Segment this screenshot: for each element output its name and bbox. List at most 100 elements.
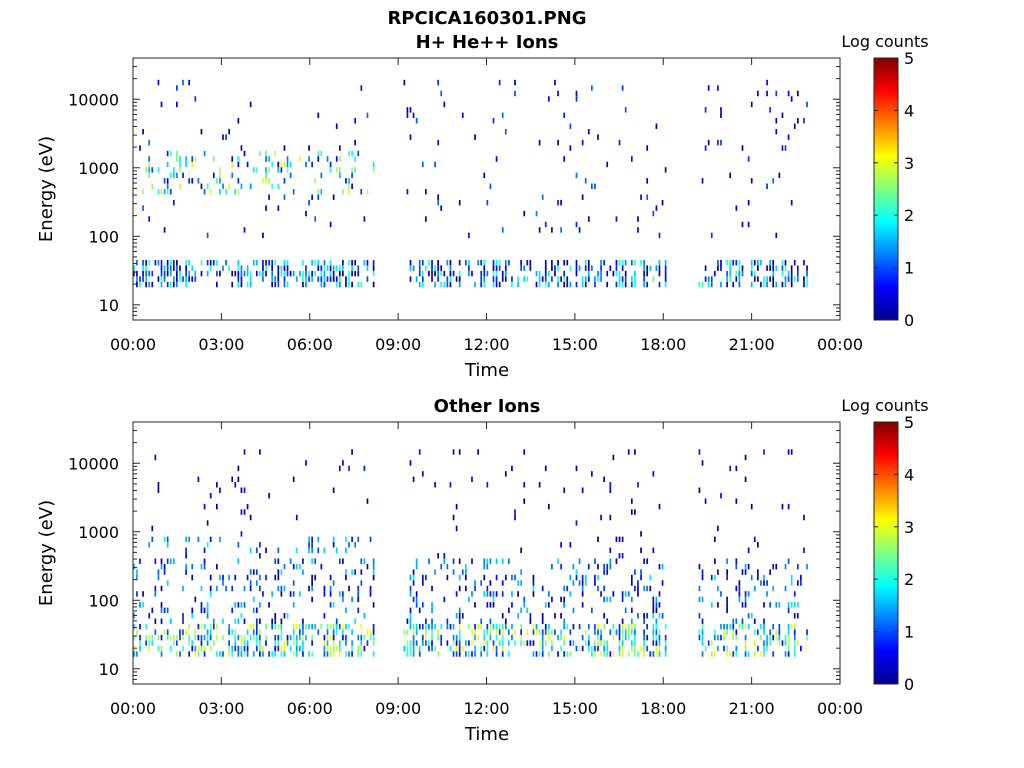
spectrogram-cell (713, 574, 716, 581)
spectrogram-cell (449, 259, 452, 266)
spectrogram-cell (255, 569, 258, 575)
spectrogram-cell (446, 276, 449, 282)
spectrogram-cell (793, 123, 796, 129)
spectrogram-cell (793, 645, 796, 652)
spectrogram-cell (584, 178, 587, 184)
spectrogram-cell (704, 107, 707, 113)
spectrogram-cell (806, 563, 808, 570)
spectrogram-cell (311, 623, 313, 630)
spectrogram-cell (406, 112, 409, 119)
spectrogram-cell (618, 281, 621, 288)
spectrogram-cell (474, 580, 476, 586)
spectrogram-cell (255, 640, 258, 646)
spectrogram-cell (541, 585, 544, 592)
spectrogram-cell (637, 585, 639, 592)
spectrogram-cell (492, 259, 495, 266)
spectrogram-cell (308, 542, 310, 548)
x-tick-labels: 00:00 03:00 06:00 09:00 12:00 15:00 18:00 21:00… (110, 58, 863, 354)
spectrogram-cell (803, 281, 805, 288)
spectrogram-cell (406, 107, 409, 113)
x-tick-label: 06:00 (287, 699, 333, 718)
spectrogram-cell (769, 259, 771, 266)
spectrogram-cell (280, 651, 283, 657)
spectrogram-cell (634, 449, 636, 455)
spectrogram-cell (139, 634, 141, 641)
spectrogram-cell (228, 645, 230, 652)
spectrogram-cell (483, 645, 486, 652)
spectrogram-cell (772, 270, 775, 277)
spectrogram-cell (311, 536, 313, 543)
spectrogram-cell (437, 79, 440, 86)
spectrogram-cell (305, 276, 307, 282)
spectrogram-cell (259, 629, 261, 635)
spectrogram-cell (630, 596, 633, 603)
spectrogram-cell (440, 623, 443, 630)
y-axis-label: Energy (eV) (36, 500, 57, 606)
spectrogram-cell (335, 156, 338, 162)
spectrogram-cell (160, 101, 163, 108)
spectrogram-cell (720, 259, 722, 266)
spectrogram-cell (790, 580, 793, 586)
spectrogram-cell (354, 270, 357, 277)
spectrogram-cell (775, 118, 778, 124)
spectrogram-cell (729, 259, 732, 266)
spectrogram-cell (259, 270, 261, 277)
spectrogram-cell (151, 536, 154, 543)
spectrogram-cell (486, 629, 489, 635)
spectrogram-cell (326, 276, 329, 282)
spectrogram-cell (606, 640, 609, 646)
spectrogram-cell (600, 265, 602, 271)
spectrogram-cell (160, 634, 163, 641)
spectrogram-cell (735, 276, 738, 282)
spectrogram-cell (166, 281, 169, 288)
spectrogram-cell (409, 645, 412, 652)
spectrogram-cell (652, 607, 655, 614)
spectrogram-cell (437, 199, 440, 206)
spectrogram-cell (763, 640, 765, 646)
spectrogram-cell (237, 602, 240, 608)
spectrogram-cell (357, 607, 360, 614)
spectrogram-cell (271, 183, 274, 189)
spectrogram-cell (504, 128, 507, 135)
spectrogram-cell (544, 276, 547, 282)
spectrogram-cell (415, 623, 418, 630)
spectrogram-cell (203, 547, 206, 553)
spectrogram-cell (501, 613, 504, 619)
spectrogram-cell (741, 618, 744, 624)
spectrogram-cell (489, 183, 492, 189)
spectrogram-cell (474, 645, 476, 652)
spectrogram-plot (133, 449, 808, 657)
spectrogram-cell (584, 265, 587, 271)
spectrogram-cell (710, 602, 713, 608)
spectrogram-cell (784, 265, 787, 271)
spectrogram-cell (237, 276, 240, 282)
spectrogram-cell (480, 580, 483, 586)
spectrogram-cell (790, 199, 793, 206)
spectrogram-cell (345, 178, 347, 184)
spectrogram-cell (609, 558, 612, 564)
spectrogram-cell (212, 259, 215, 266)
spectrogram-cell (557, 199, 559, 206)
spectrogram-cell (246, 161, 249, 168)
spectrogram-cell (274, 574, 277, 581)
panel-other-ions: Other Ions 00:00 03:00 06:00 09:00 12:00 15:0… (36, 396, 929, 745)
spectrogram-cell (704, 145, 707, 151)
spectrogram-cell (578, 558, 581, 564)
spectrogram-cell (458, 607, 461, 614)
spectrogram-cell (735, 634, 738, 641)
spectrogram-cell (477, 449, 479, 455)
spectrogram-cell (471, 558, 473, 564)
spectrogram-cell (486, 591, 489, 597)
spectrogram-cell (369, 536, 372, 543)
spectrogram-cell (274, 651, 277, 657)
spectrogram-cell (372, 558, 375, 564)
spectrogram-cell (255, 259, 258, 266)
spectrogram-cell (772, 276, 775, 282)
spectrogram-cell (409, 134, 412, 140)
spectrogram-cell (412, 569, 415, 575)
spectrogram-cell (560, 199, 562, 206)
spectrogram-cell (188, 623, 191, 630)
spectrogram-cell (787, 629, 790, 635)
spectrogram-cell (357, 645, 360, 652)
spectrogram-cell (342, 460, 344, 466)
